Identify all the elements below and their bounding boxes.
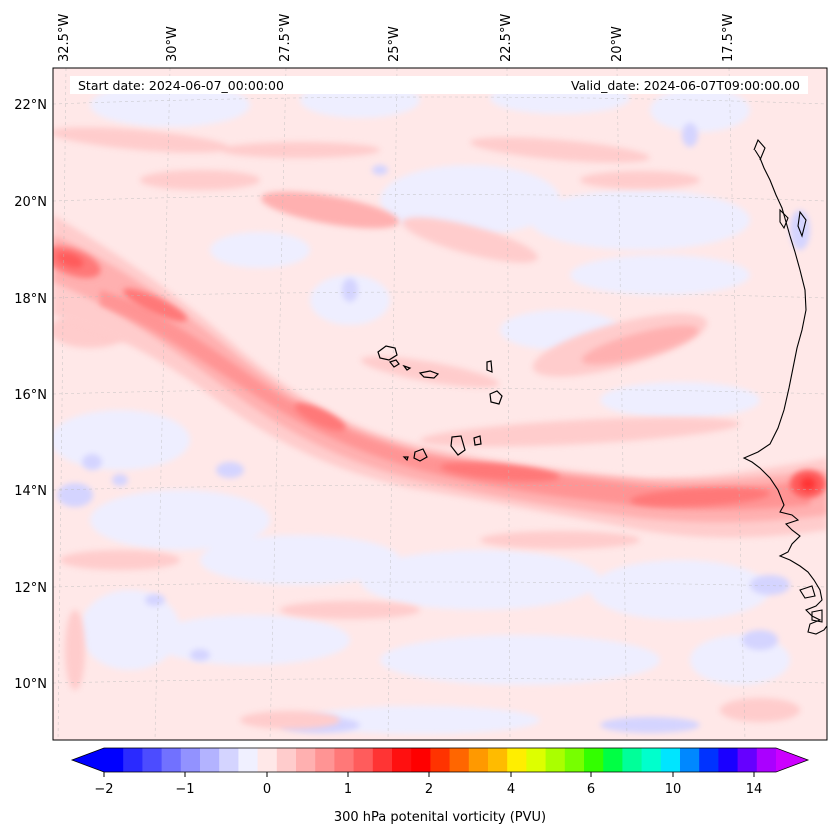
colorbar-cell	[430, 748, 450, 772]
colorbar-cell	[104, 748, 124, 772]
colorbar-cell	[219, 748, 239, 772]
colorbar-cell	[584, 748, 604, 772]
colorbar-cell	[142, 748, 162, 772]
colorbar-cells	[104, 748, 777, 772]
colorbar-cell	[564, 748, 585, 772]
lat-label: 22°N	[14, 98, 47, 113]
colorbar-tick-label: 6	[587, 782, 595, 797]
colorbar-cell	[296, 748, 316, 772]
colorbar-cell	[526, 748, 546, 772]
colorbar-cell	[161, 748, 182, 772]
longitude-labels: 32.5°W 30°W 27.5°W 25°W 22.5°W 20°W 17.5…	[57, 14, 736, 62]
lon-label: 27.5°W	[278, 14, 293, 62]
colorbar-cell	[756, 748, 777, 772]
colorbar-cell	[622, 748, 642, 772]
colorbar-cell	[180, 748, 201, 772]
colorbar-cell	[641, 748, 662, 772]
colorbar-cell	[334, 748, 354, 772]
colorbar-tick-label: 10	[665, 782, 682, 797]
colorbar-tick-labels: −2 −1 0 1 2 4 6 10 14	[94, 782, 762, 797]
lon-label: 22.5°W	[499, 14, 514, 62]
colorbar-cell	[123, 748, 143, 772]
colorbar-tick-label: −2	[94, 782, 113, 797]
colorbar-cell	[353, 748, 374, 772]
pv-field	[53, 68, 827, 740]
colorbar-tick-label: 2	[425, 782, 433, 797]
latitude-labels: 22°N 20°N 18°N 16°N 14°N 12°N 10°N	[14, 98, 47, 692]
lon-label: 30°W	[165, 26, 180, 62]
pv-upper-band	[261, 191, 399, 229]
colorbar-ticks	[103, 772, 755, 777]
lat-label: 12°N	[14, 581, 47, 596]
colorbar-under-triangle	[72, 748, 104, 772]
african-coastline	[742, 138, 827, 635]
map-panel: Start date: 2024-06-07_00:00:00 Valid_da…	[14, 14, 828, 741]
colorbar-cell	[737, 748, 758, 772]
colorbar-tick-label: −1	[175, 782, 194, 797]
colorbar-label: 300 hPa potenital vorticity (PVU)	[334, 810, 546, 825]
colorbar-cell	[699, 748, 719, 772]
colorbar-cell	[718, 748, 738, 772]
lon-label: 32.5°W	[57, 14, 72, 62]
lat-label: 16°N	[14, 388, 47, 403]
map-frame	[52, 67, 828, 741]
colorbar-tick-label: 14	[746, 782, 763, 797]
colorbar: −2 −1 0 1 2 4 6 10 14 300 hPa potenital …	[70, 747, 810, 825]
colorbar-cell	[411, 748, 431, 772]
colorbar-tick-label: 4	[507, 782, 515, 797]
colorbar-cell	[392, 748, 412, 772]
colorbar-cell	[238, 748, 258, 772]
colorbar-cell	[468, 748, 489, 772]
colorbar-cell	[680, 748, 700, 772]
lon-label: 20°W	[610, 26, 625, 62]
colorbar-over-triangle	[776, 748, 808, 772]
lat-label: 18°N	[14, 292, 47, 307]
colorbar-cell	[507, 748, 527, 772]
date-header-box	[70, 76, 808, 94]
colorbar-cell	[372, 748, 393, 772]
colorbar-cell	[449, 748, 470, 772]
lat-label: 10°N	[14, 677, 47, 692]
colorbar-cell	[488, 748, 508, 772]
valid-date-label: Valid_date: 2024-06-07T09:00:00.00	[571, 78, 800, 93]
colorbar-cell	[200, 748, 220, 772]
pv-ridge-east	[581, 325, 699, 365]
pv-maxima	[53, 246, 826, 507]
lon-label: 25°W	[387, 26, 402, 62]
colorbar-cell	[257, 748, 278, 772]
lon-label: 17.5°W	[721, 14, 736, 62]
colorbar-cell	[545, 748, 566, 772]
graticule	[53, 68, 827, 740]
colorbar-cell	[603, 748, 623, 772]
colorbar-cell	[276, 748, 297, 772]
colorbar-cell	[660, 748, 681, 772]
lat-label: 14°N	[14, 484, 47, 499]
colorbar-tick-label: 0	[263, 782, 271, 797]
colorbar-cell	[315, 748, 335, 772]
cape-verde-islands	[377, 345, 503, 462]
start-date-label: Start date: 2024-06-07_00:00:00	[78, 78, 284, 93]
colorbar-tick-label: 1	[344, 782, 352, 797]
lat-label: 20°N	[14, 195, 47, 210]
